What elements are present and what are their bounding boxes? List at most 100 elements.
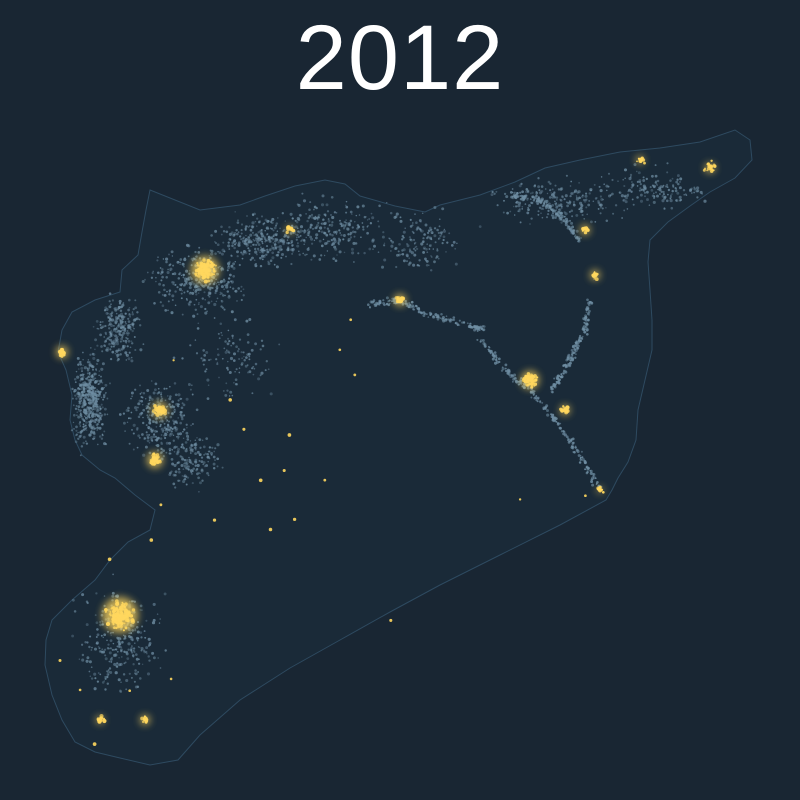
light-speck: [229, 390, 233, 394]
light-speck: [213, 450, 216, 453]
light-speck: [428, 226, 432, 230]
light-speck: [395, 212, 399, 216]
light-speck: [78, 409, 82, 412]
light-speck: [79, 361, 81, 363]
river-light: [585, 466, 588, 469]
light-speck: [77, 415, 81, 419]
light-speck: [271, 237, 275, 241]
light-speck: [214, 291, 217, 295]
year-title: 2012: [295, 7, 505, 109]
light-speck: [677, 182, 680, 186]
light-speck: [276, 253, 279, 257]
city-light: [120, 616, 124, 621]
river-light: [504, 369, 508, 373]
light-speck: [631, 183, 635, 187]
light-speck: [195, 293, 198, 296]
light-speck: [298, 253, 301, 256]
light-speck: [145, 431, 148, 434]
light-speck: [92, 405, 95, 408]
light-speck: [139, 348, 143, 352]
light-speck: [236, 350, 240, 353]
light-speck: [302, 252, 305, 255]
light-speck: [96, 628, 99, 631]
light-speck: [260, 371, 264, 375]
light-speck: [173, 382, 177, 385]
light-speck: [93, 672, 97, 676]
city-light: [145, 716, 148, 720]
light-speck: [80, 388, 83, 390]
city-light: [706, 162, 710, 166]
light-speck: [160, 434, 163, 436]
river-light: [458, 324, 461, 326]
light-speck: [166, 395, 169, 397]
light-speck: [280, 239, 284, 243]
light-speck: [135, 653, 138, 656]
light-speck: [195, 288, 198, 292]
river-light: [432, 315, 435, 318]
light-speck: [425, 248, 428, 251]
river-light: [514, 379, 518, 383]
light-speck: [216, 361, 219, 364]
river-light: [382, 299, 385, 302]
light-speck: [99, 321, 102, 324]
light-speck: [157, 271, 160, 275]
light-speck: [230, 264, 234, 268]
light-speck: [266, 250, 270, 254]
light-speck: [187, 436, 190, 439]
light-speck: [103, 413, 107, 416]
river-light: [570, 358, 574, 362]
light-speck: [90, 385, 93, 388]
light-speck: [276, 238, 279, 242]
light-speck: [202, 358, 206, 362]
light-speck: [171, 412, 174, 415]
light-speck: [130, 391, 134, 395]
light-speck: [143, 436, 146, 439]
river-light: [456, 323, 460, 327]
light-speck: [92, 389, 95, 392]
light-speck: [639, 193, 643, 197]
light-speck: [82, 423, 85, 426]
light-speck: [670, 194, 672, 197]
light-speck: [79, 379, 82, 382]
light-speck: [390, 250, 392, 252]
light-speck: [103, 344, 106, 347]
light-speck: [81, 391, 85, 395]
light-speck: [445, 251, 447, 253]
city-light: [120, 611, 124, 615]
light-speck: [605, 207, 607, 209]
light-speck: [345, 200, 348, 203]
light-speck: [217, 283, 221, 286]
light-speck: [108, 667, 112, 670]
light-speck: [141, 279, 145, 284]
light-speck: [579, 201, 583, 205]
light-speck: [666, 199, 669, 203]
light-speck: [116, 324, 121, 328]
light-speck: [82, 387, 86, 391]
light-speck: [166, 419, 169, 422]
light-speck: [252, 238, 255, 241]
light-speck: [88, 367, 91, 370]
light-speck: [99, 409, 101, 411]
light-speck: [97, 390, 100, 392]
light-speck: [254, 250, 258, 254]
town-light: [287, 433, 292, 437]
light-speck: [227, 350, 230, 353]
light-speck: [93, 687, 97, 691]
light-speck: [85, 442, 89, 445]
light-speck: [200, 357, 203, 360]
light-speck: [284, 220, 287, 222]
river-light: [546, 409, 549, 413]
light-speck: [124, 351, 128, 355]
river-light: [569, 229, 573, 233]
light-speck: [280, 256, 283, 259]
light-speck: [176, 286, 179, 289]
light-speck: [99, 323, 102, 326]
light-speck: [636, 185, 639, 187]
light-speck: [196, 327, 200, 330]
light-speck: [269, 227, 272, 230]
light-speck: [109, 647, 112, 650]
light-speck: [174, 470, 178, 474]
river-light: [515, 191, 519, 195]
light-speck: [120, 648, 123, 652]
light-speck: [580, 209, 584, 213]
